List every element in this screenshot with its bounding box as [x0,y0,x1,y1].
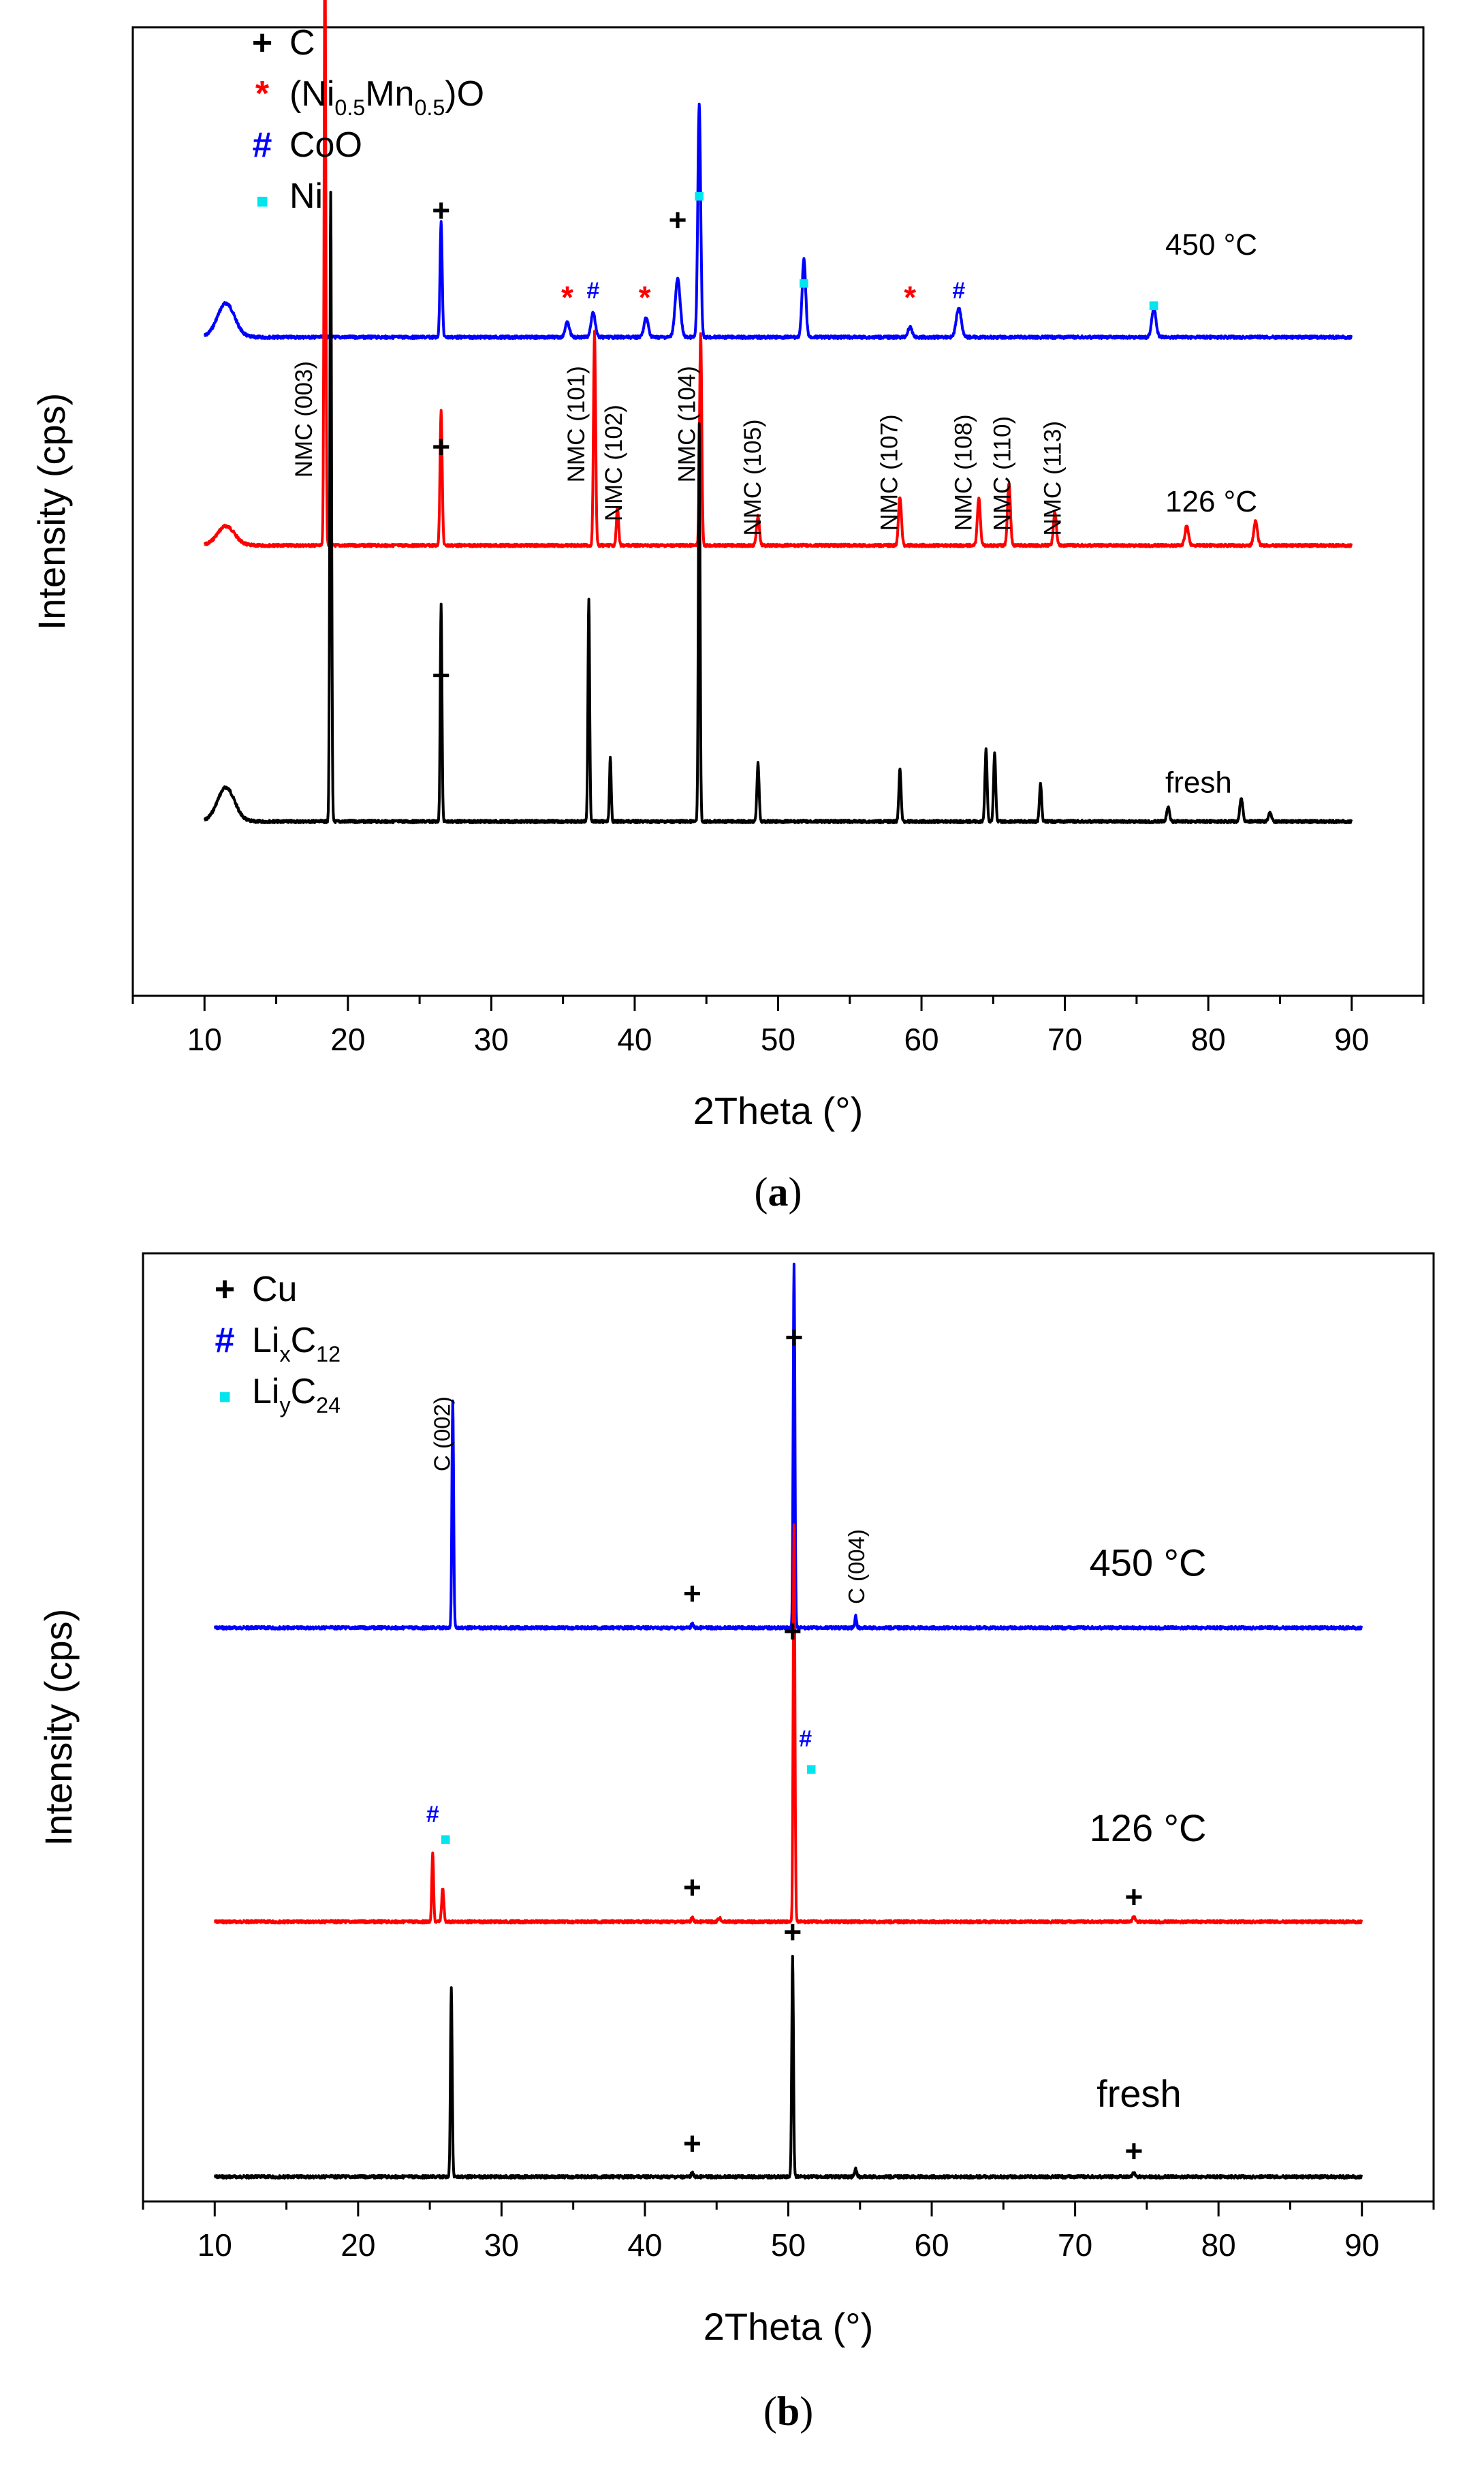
peak-marker: + [683,1870,701,1905]
peak-label: C (004) [844,1529,869,1604]
x-axis-ticks-a: 10 20 30 40 50 60 70 80 90 [131,996,1425,1057]
annotations-a: 450 °C 126 °C fresh + + + + * * * # # ■ ■ ■ NMC (003) NM… [291,185,1257,799]
x-tick-label: 80 [1201,2227,1236,2263]
legend-label: C [289,23,315,63]
series-annotation: 450 °C [1090,1541,1207,1584]
series-line-126-c [213,1523,1363,1925]
peak-marker: + [669,202,687,238]
peak-marker: * [561,279,573,315]
peak-marker: ■ [694,185,705,206]
series-line-fresh [203,191,1353,824]
legend-b: + Cu # LixC12 ■ LiyC24 [215,1270,341,1417]
peak-label: NMC (108) [951,414,977,531]
series-annotation: 126 °C [1165,485,1257,518]
legend-label: LixC12 [252,1321,341,1366]
legend-symbol: # [253,125,272,165]
legend-label: CoO [289,125,362,165]
legend-symbol: * [255,74,270,114]
peak-marker: * [904,279,916,315]
legend-symbol: ■ [256,190,268,213]
x-tick-label: 30 [484,2227,519,2263]
panel-a: 10 20 30 40 50 60 70 80 90 + C * (Ni0.5Mn0.5)O # CoO ■… [30,0,1425,1214]
legend-symbol: + [215,1270,235,1309]
x-tick-label: 90 [1334,1022,1369,1057]
x-tick-label: 20 [341,2227,375,2263]
peak-marker: ■ [799,272,810,293]
peak-marker: + [432,428,450,464]
series-line-450-c [203,102,1353,340]
legend-a: + C * (Ni0.5Mn0.5)O # CoO ■ Ni [252,23,484,216]
series-group-a [203,0,1353,824]
x-tick-label: 10 [187,1022,222,1057]
peak-label: NMC (101) [563,366,590,482]
series-annotation: 450 °C [1165,228,1257,262]
peak-label: NMC (102) [601,405,627,521]
peak-marker: * [639,279,651,315]
x-axis-ticks-b: 10 20 30 40 50 60 70 80 90 [142,2201,1435,2263]
x-tick-label: 10 [198,2227,232,2263]
x-tick-label: 70 [1058,2227,1092,2263]
legend-symbol: ■ [219,1385,231,1408]
x-tick-label: 40 [617,1022,652,1057]
y-axis-label-b: Intensity (cps) [37,1609,80,1847]
peak-label: NMC (105) [740,419,766,535]
legend-label: LiyC24 [252,1372,341,1417]
panel-b: 10 20 30 40 50 60 70 80 90 + Cu # LixC12 ■ LiyC24 450… [37,1252,1435,2434]
peak-marker: + [783,1914,802,1949]
peak-marker: # [586,278,599,304]
x-tick-label: 60 [904,1022,938,1057]
legend-symbol: + [252,23,272,63]
peak-label: NMC (110) [990,416,1016,531]
x-tick-label: 50 [761,1022,795,1057]
peak-marker: ■ [440,1829,451,1849]
peak-marker: + [785,1319,803,1355]
series-line-450-c [213,1262,1363,1631]
legend-label: Ni [289,176,323,216]
series-annotation: 126 °C [1090,1806,1207,1849]
x-tick-label: 90 [1344,2227,1379,2263]
x-tick-label: 50 [771,2227,806,2263]
peak-marker: + [683,1575,701,1611]
legend-label: (Ni0.5Mn0.5)O [289,74,484,120]
peak-marker: ■ [806,1759,817,1779]
peak-marker: + [1125,1879,1143,1914]
peak-marker: # [952,278,965,304]
series-annotation: fresh [1165,766,1232,799]
x-axis-label-b: 2Theta (°) [704,2305,874,2348]
peak-label: NMC (003) [291,361,317,477]
series-group-b [213,1262,1363,2180]
panel-caption-b: (b) [763,2389,813,2434]
peak-label: NMC (107) [876,414,902,531]
peak-marker: + [683,2125,701,2161]
peak-marker: + [783,1614,802,1649]
series-annotation: fresh [1096,2072,1182,2115]
x-tick-label: 60 [914,2227,949,2263]
x-tick-label: 40 [627,2227,662,2263]
series-line-126-c [203,0,1353,548]
legend-symbol: # [215,1321,235,1360]
peak-marker: # [426,1802,439,1828]
x-axis-label-a: 2Theta (°) [693,1089,864,1132]
panel-caption-a: (a) [755,1170,802,1214]
x-tick-label: 30 [474,1022,509,1057]
peak-label: NMC (113) [1039,421,1066,536]
x-tick-label: 20 [330,1022,365,1057]
legend-label: Cu [252,1270,297,1309]
x-tick-label: 70 [1047,1022,1082,1057]
peak-marker: + [1125,2133,1143,2169]
peak-marker: ■ [1148,295,1159,315]
series-line-fresh [213,1954,1363,2180]
x-tick-label: 80 [1191,1022,1226,1057]
peak-marker: + [432,657,450,693]
y-axis-label-a: Intensity (cps) [30,393,73,631]
peak-marker: # [799,1726,812,1752]
peak-label: NMC (104) [674,366,700,482]
peak-marker: + [432,192,450,228]
peak-label: C (002) [430,1396,455,1471]
